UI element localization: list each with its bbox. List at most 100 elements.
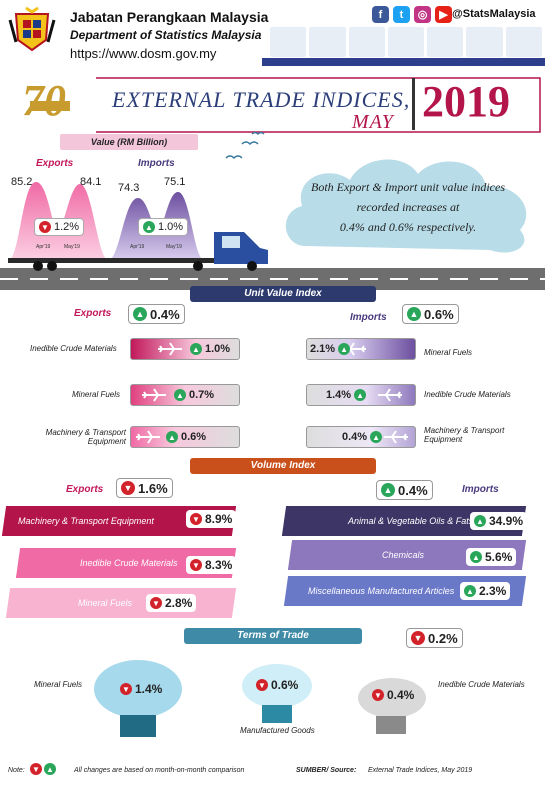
uvi-import-item-1-change: 2.1% ▲: [306, 340, 354, 358]
uvi-export-item-1-bar: [130, 338, 240, 360]
plane-icon: [158, 342, 182, 356]
uvi-export-item-2-change: ▲ 0.7%: [170, 386, 218, 404]
arrow-up-icon: ▲: [133, 307, 147, 321]
tot-item-1-change-text: 1.4%: [135, 682, 163, 696]
vi-imports-label: Imports: [462, 484, 499, 495]
vi-import-item-2-change-text: 5.6%: [485, 550, 513, 564]
svg-text:70: 70: [22, 76, 66, 125]
cloud-line-1: Both Export & Import unit value indices: [311, 180, 505, 194]
imports-prev-value: 74.3: [118, 182, 140, 194]
title-frame: [96, 77, 541, 133]
partner-logos: [270, 27, 542, 57]
website-link[interactable]: https://www.dosm.gov.my: [70, 46, 217, 61]
exports-curr-value: 84.1: [80, 176, 102, 188]
twitter-icon[interactable]: t: [393, 6, 410, 23]
vi-imports-change-text: 0.4%: [398, 482, 428, 498]
vi-import-item-1-change: ▲ 34.9%: [470, 512, 528, 530]
arrow-up-icon: ▲: [464, 585, 476, 597]
uvi-import-item-2-name: Inedible Crude Materials: [424, 390, 511, 399]
road-markings: [0, 278, 545, 280]
arrow-up-icon: ▲: [370, 431, 383, 443]
uvi-imports-change: ▲ 0.6%: [402, 304, 459, 324]
uvi-import-item-3-change: 0.4% ▲: [338, 428, 386, 446]
plane-icon: [378, 388, 402, 402]
exports-label: Exports: [36, 158, 74, 169]
imports-curr-month: May'19: [166, 244, 182, 250]
youtube-icon[interactable]: ▶: [435, 6, 452, 23]
birds-icon: [225, 131, 265, 160]
arrow-up-icon: ▲: [174, 389, 186, 401]
vi-export-item-3: Mineral Fuels: [5, 588, 237, 618]
arrow-down-icon: ▼: [120, 683, 132, 695]
census-logo: [270, 27, 307, 57]
arrow-down-icon: ▼: [411, 631, 425, 645]
uvi-export-item-3-bar: [130, 426, 240, 448]
vi-import-item-3-change-text: 2.3%: [479, 584, 507, 598]
event-logo: [348, 27, 385, 57]
terms-of-trade-header: Terms of Trade: [184, 628, 362, 644]
plane-icon: [384, 430, 408, 444]
page-year: 2019: [422, 77, 510, 126]
uvi-export-item-1-change-text: 1.0%: [205, 343, 231, 355]
cloud-line-3: 0.4% and 0.6% respectively.: [339, 220, 477, 234]
org-name: Jabatan Perangkaan Malaysia: [70, 9, 269, 25]
tot-item-2-change-text: 0.6%: [271, 678, 299, 692]
uvi-exports-change: ▲ 0.4%: [128, 304, 185, 324]
uvi-import-item-2-change: 1.4% ▲: [322, 386, 370, 404]
exports-value-change: ▼ 1.2%: [34, 218, 85, 236]
vi-exports-label: Exports: [66, 484, 104, 495]
exports-curr-month: May'19: [64, 244, 80, 250]
tot-item-1-stand: [120, 715, 156, 737]
uvi-export-item-1-name: Inedible Crude Materials: [30, 344, 117, 353]
footer-source-text: External Trade Indices, May 2019: [368, 767, 473, 774]
truck-icon: [8, 232, 268, 271]
value-peaks: [8, 182, 204, 260]
vi-import-item-1-name: Animal & Vegetable Oils & Fats: [348, 516, 474, 526]
exports-value-change-text: 1.2%: [54, 221, 80, 233]
footer-note-label: Note:: [8, 767, 25, 774]
uvi-exports-label: Exports: [74, 308, 112, 319]
volume-index-header: Volume Index: [190, 458, 376, 474]
imports-value-change: ▲ 1.0%: [138, 218, 189, 236]
uvi-export-item-3-change-text: 0.6%: [181, 431, 207, 443]
arrow-up-icon: ▲: [44, 763, 56, 775]
vi-import-item-3-change: ▲ 2.3%: [460, 582, 511, 600]
exports-prev-month: Apr'19: [36, 244, 51, 250]
vi-imports-change: ▲ 0.4%: [376, 480, 433, 500]
vi-export-item-2-change: ▼ 8.3%: [186, 556, 237, 574]
footer-source-label: SUMBER/ Source:: [296, 767, 357, 774]
arrow-down-icon: ▼: [372, 689, 384, 701]
page-title: EXTERNAL TRADE INDICES,: [112, 87, 411, 112]
title-divider: [412, 78, 415, 130]
vi-import-item-2-name: Chemicals: [382, 550, 425, 560]
arrow-up-icon: ▲: [470, 551, 482, 563]
tot-item-3-change: ▼ 0.4%: [368, 686, 418, 704]
vi-export-item-3-name: Mineral Fuels: [78, 598, 133, 608]
instagram-icon[interactable]: ◎: [414, 6, 431, 23]
uvi-exports-change-text: 0.4%: [150, 306, 180, 322]
uvi-export-item-1-change: ▲ 1.0%: [186, 340, 234, 358]
plane-icon: [142, 388, 166, 402]
vi-export-item-2-name: Inedible Crude Materials: [80, 558, 178, 568]
page-title-month: MAY: [352, 111, 394, 133]
tot-item-3-bubble: [358, 678, 426, 718]
sdg-logo: [466, 27, 503, 57]
vi-export-item-3-change-text: 2.8%: [165, 596, 193, 610]
coat-of-arms-icon: [8, 6, 56, 52]
tot-item-2-bubble: [242, 664, 312, 708]
social-icons: f t ◎ ▶: [372, 6, 452, 23]
facebook-icon[interactable]: f: [372, 6, 389, 23]
wrc-logo: [309, 27, 346, 57]
vi-export-item-1-change: ▼ 8.9%: [186, 510, 237, 528]
uvi-import-item-3-bar: [306, 426, 416, 448]
arrow-down-icon: ▼: [190, 513, 202, 525]
imports-value-change-text: 1.0%: [158, 221, 184, 233]
tot-item-3-change-text: 0.4%: [387, 688, 415, 702]
stats-day-logo: [505, 27, 542, 57]
vi-exports-change-text: 1.6%: [138, 480, 168, 496]
arrow-up-icon: ▲: [354, 389, 367, 401]
vi-import-item-2-change: ▲ 5.6%: [466, 548, 517, 566]
hashtag-strip: [262, 58, 545, 66]
uvi-import-item-3-change-text: 0.4%: [342, 431, 368, 443]
value-header: Value (RM Billion): [60, 134, 198, 150]
